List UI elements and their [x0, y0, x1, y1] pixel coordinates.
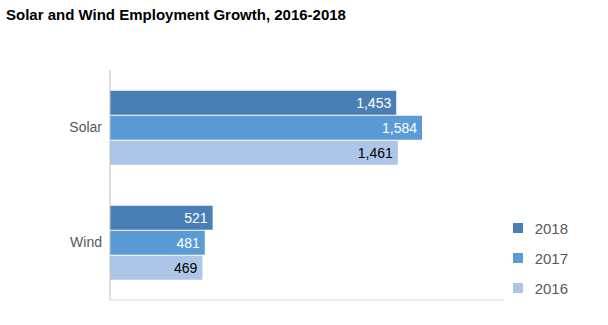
svg-text:Wind: Wind	[70, 234, 102, 250]
svg-text:469: 469	[174, 260, 198, 276]
svg-text:Solar: Solar	[69, 119, 102, 135]
html-text:Solar and Wind Employment Grow: Solar and Wind Employment Growth, 2016-2…	[6, 6, 346, 23]
svg-text:481: 481	[176, 235, 200, 251]
html-text:2017: 2017	[534, 249, 568, 267]
html-text:2016: 2016	[534, 279, 568, 297]
html-text:2018: 2018	[534, 219, 568, 237]
svg-text:521: 521	[184, 210, 208, 226]
svg-text:1,453: 1,453	[356, 95, 391, 111]
svg-text:1,461: 1,461	[358, 145, 393, 161]
svg-text:1,584: 1,584	[382, 120, 417, 136]
